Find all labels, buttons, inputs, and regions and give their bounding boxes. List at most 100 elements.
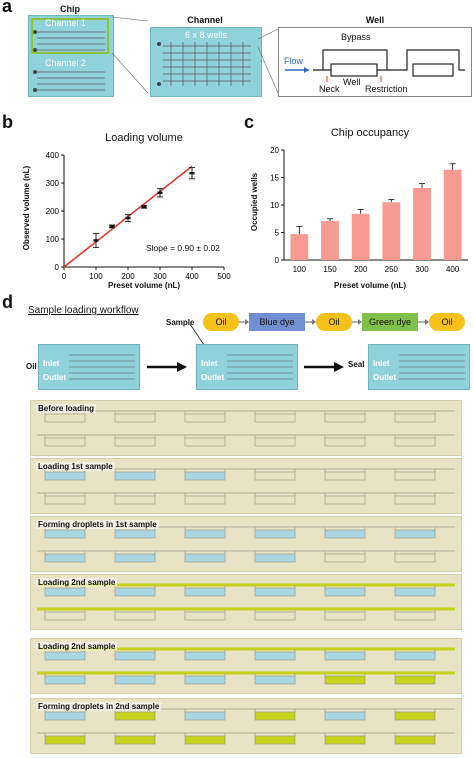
strip-well	[114, 529, 156, 539]
strip-well	[184, 587, 226, 597]
chip-thumb-2: Inlet Outlet	[196, 344, 298, 390]
chart-c-xlabel: Preset volume (nL)	[333, 281, 406, 290]
chart-c-bar	[443, 169, 462, 260]
strip-well	[324, 735, 366, 745]
strip-neck	[254, 709, 296, 712]
strip-neck	[114, 411, 156, 414]
strip-well	[184, 553, 226, 563]
neck-label: Neck	[319, 84, 340, 94]
strip-well	[394, 413, 436, 423]
zoom-lines-a1	[111, 16, 149, 94]
strip-well	[394, 711, 436, 721]
slope-annotation: Slope = 0.90 ± 0.02	[146, 243, 220, 253]
strip-neck	[394, 733, 436, 736]
strip-well	[44, 553, 86, 563]
strip-neck	[184, 551, 226, 554]
seq-oil-3: Oil	[429, 313, 465, 331]
sample-label: Sample	[166, 318, 195, 327]
chart-c-ytick-label: 15	[270, 174, 279, 183]
strip-neck	[44, 733, 86, 736]
strip-well	[184, 675, 226, 685]
chart-c-svg: 0 5 10 15 20 100 150 200 250 300 400	[270, 146, 468, 274]
strip-5-label: Loading 2nd sample	[36, 642, 118, 651]
strip-neck	[324, 411, 366, 414]
chart-b-xtick-label: 0	[62, 272, 67, 281]
strip-well	[394, 611, 436, 621]
strip-neck	[394, 551, 436, 554]
strip-5: Loading 2nd sample	[30, 638, 462, 694]
seq-green-dye: Green dye	[362, 313, 418, 331]
seq-oil-1: Oil	[203, 313, 239, 331]
strip-well	[44, 529, 86, 539]
strip-neck	[44, 609, 86, 612]
chip-thumb-2-drawing	[227, 354, 293, 380]
strip-6-label: Forming droplets in 2nd sample	[36, 702, 162, 711]
strip-neck	[254, 551, 296, 554]
oil-label-left: Oil	[26, 362, 37, 371]
strip-neck	[254, 527, 296, 530]
strip-well	[184, 437, 226, 447]
chart-c-bar	[321, 220, 339, 260]
strip-neck	[184, 493, 226, 496]
chip-thumb-1: Inlet Outlet	[38, 344, 140, 390]
strip-neck	[184, 673, 226, 676]
chart-b-point	[125, 216, 131, 220]
strip-well	[324, 437, 366, 447]
workflow-arrow-2	[304, 362, 344, 372]
strip-well	[254, 587, 296, 597]
chart-c-xtick-label: 300	[415, 265, 429, 274]
strip-well	[254, 711, 296, 721]
zoom-lines-a2	[258, 28, 279, 94]
strip-well	[114, 495, 156, 505]
strip-neck	[184, 435, 226, 438]
chart-b-point	[93, 239, 99, 242]
strip-neck	[254, 585, 296, 588]
strip-neck	[324, 733, 366, 736]
restriction-label: Restriction	[365, 84, 408, 94]
outlet-label-1: Outlet	[43, 373, 67, 382]
inlet-label-2: Inlet	[201, 359, 218, 368]
strip-well	[394, 553, 436, 563]
strip-well	[394, 651, 436, 661]
chart-b-ylabel: Observed volume (nL)	[22, 165, 31, 251]
strip-well	[254, 471, 296, 481]
channel-wells-drawing	[157, 42, 251, 86]
strip-well	[254, 611, 296, 621]
strip-well	[184, 711, 226, 721]
strip-well	[254, 529, 296, 539]
strip-well	[324, 495, 366, 505]
strip-neck	[114, 469, 156, 472]
strip-well	[324, 471, 366, 481]
strip-well	[184, 413, 226, 423]
chip-thumb-1-drawing	[69, 354, 135, 380]
strip-well	[184, 735, 226, 745]
strip-well	[184, 611, 226, 621]
chart-c-xtick-label: 100	[293, 265, 307, 274]
strip-neck	[324, 673, 366, 676]
strip-neck	[254, 673, 296, 676]
strip-well	[254, 495, 296, 505]
strip-neck	[324, 585, 366, 588]
strip-well	[44, 587, 86, 597]
inlet-label-1: Inlet	[43, 359, 60, 368]
strip-well	[114, 611, 156, 621]
strip-neck	[254, 649, 296, 652]
strip-well	[44, 495, 86, 505]
strip-6-drawing	[37, 708, 455, 745]
strip-well	[44, 437, 86, 447]
well-title: Well	[365, 15, 385, 25]
strip-well	[114, 651, 156, 661]
bypass-label: Bypass	[341, 32, 371, 42]
strip-well	[114, 471, 156, 481]
strip-1-drawing	[37, 410, 455, 447]
strip-well	[254, 651, 296, 661]
strip-well	[114, 735, 156, 745]
chart-c-ylabel: Occupied wells	[250, 172, 259, 232]
chart-b-xlabel: Preset volume (nL)	[107, 281, 180, 290]
strip-3-label: Forming droplets in 1st sample	[36, 520, 159, 529]
strip-neck	[394, 411, 436, 414]
strip-neck	[394, 609, 436, 612]
strip-neck	[324, 551, 366, 554]
workflow-title: Sample loading workflow	[28, 305, 139, 316]
seq-blue-dye: Blue dye	[249, 313, 305, 331]
